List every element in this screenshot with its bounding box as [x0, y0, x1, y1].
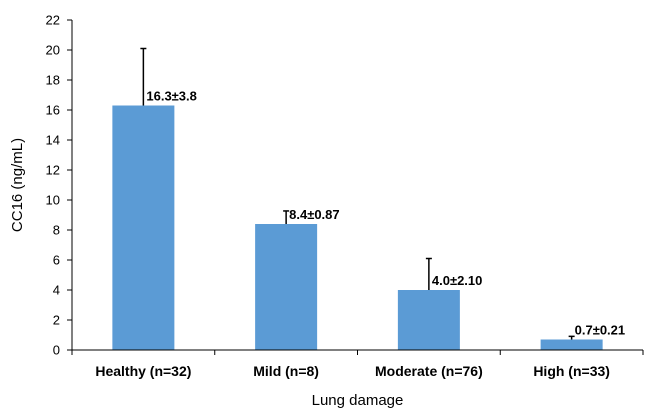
- y-tick-label: 16: [46, 103, 60, 118]
- x-category-label: High (n=33): [533, 363, 610, 379]
- y-tick-label: 0: [53, 343, 60, 358]
- y-tick-label: 22: [46, 13, 60, 28]
- y-tick-label: 2: [53, 313, 60, 328]
- y-tick-label: 8: [53, 223, 60, 238]
- x-category-label: Mild (n=8): [253, 363, 319, 379]
- bar: [112, 105, 175, 350]
- bar: [397, 290, 460, 350]
- data-label: 8.4±0.87: [289, 207, 340, 222]
- data-label: 0.7±0.21: [575, 323, 626, 338]
- data-label: 4.0±2.10: [432, 273, 483, 288]
- error-bars: [140, 47, 575, 340]
- y-tick-label: 12: [46, 163, 60, 178]
- x-category-label: Healthy (n=32): [95, 363, 191, 379]
- data-labels: 16.3±3.8 8.4±0.87 4.0±2.10 0.7±0.21: [146, 89, 625, 338]
- y-tick-label: 20: [46, 43, 60, 58]
- x-category-label: Moderate (n=76): [375, 363, 483, 379]
- y-axis-ticks: 0 2 4 6 8 10 12 14 16 18 20 22: [46, 13, 72, 358]
- bar: [540, 339, 603, 350]
- y-tick-label: 6: [53, 253, 60, 268]
- y-tick-label: 18: [46, 73, 60, 88]
- y-axis-title: CC16 (ng/mL): [9, 138, 26, 232]
- bar: [255, 224, 318, 350]
- y-tick-label: 14: [46, 133, 60, 148]
- data-label: 16.3±3.8: [146, 89, 197, 104]
- x-axis-title: Lung damage: [312, 392, 404, 409]
- y-tick-label: 4: [53, 283, 60, 298]
- x-axis-categories: Healthy (n=32) Mild (n=8) Moderate (n=76) H…: [71, 350, 644, 379]
- bars: [112, 105, 603, 350]
- y-tick-label: 10: [46, 193, 60, 208]
